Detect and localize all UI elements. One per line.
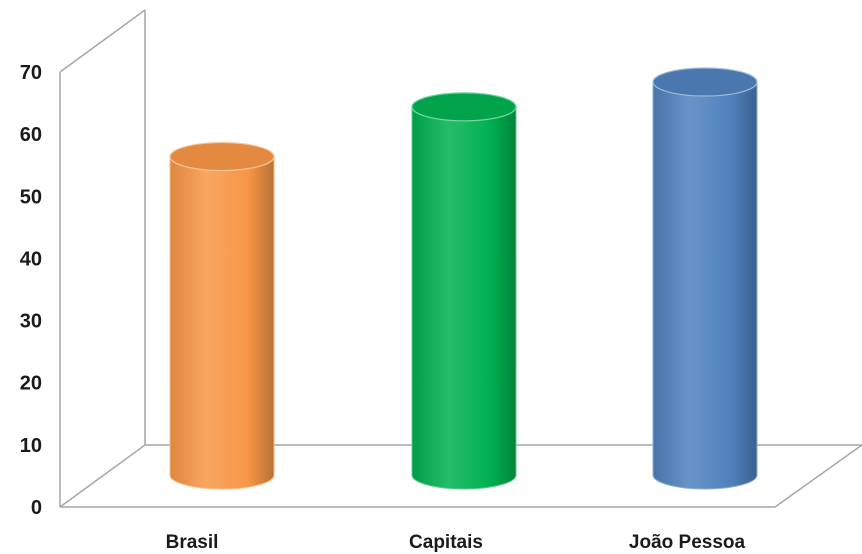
y-tick-label: 30 xyxy=(20,311,42,333)
y-tick-label: 60 xyxy=(20,124,42,146)
floor xyxy=(59,444,862,508)
bar-body xyxy=(169,156,275,490)
x-axis: Brasil Capitais João Pessoa xyxy=(166,532,746,553)
x-category-label: João Pessoa xyxy=(629,532,746,553)
x-category-label: Capitais xyxy=(409,532,483,553)
bars xyxy=(169,67,758,490)
bar-body xyxy=(411,106,517,490)
bar-capitais xyxy=(411,92,517,490)
bar-body xyxy=(652,81,758,490)
y-tick-label: 20 xyxy=(20,373,42,395)
y-tick-label: 50 xyxy=(20,186,42,208)
y-tick-label: 0 xyxy=(31,497,42,519)
y-tick-label: 10 xyxy=(20,435,42,457)
y-tick-label: 40 xyxy=(20,248,42,270)
bar-joao-pessoa xyxy=(652,67,758,490)
x-category-label: Brasil xyxy=(166,532,219,553)
bar-top xyxy=(411,92,517,122)
y-axis: 0 10 20 30 40 50 60 70 xyxy=(20,62,42,519)
chart-frame xyxy=(59,9,862,508)
floor-front xyxy=(60,444,862,508)
y-tick-label: 70 xyxy=(20,62,42,84)
bar-top xyxy=(652,67,758,97)
bar-brasil xyxy=(169,141,275,490)
bar-top xyxy=(169,141,275,172)
left-wall xyxy=(59,9,146,73)
